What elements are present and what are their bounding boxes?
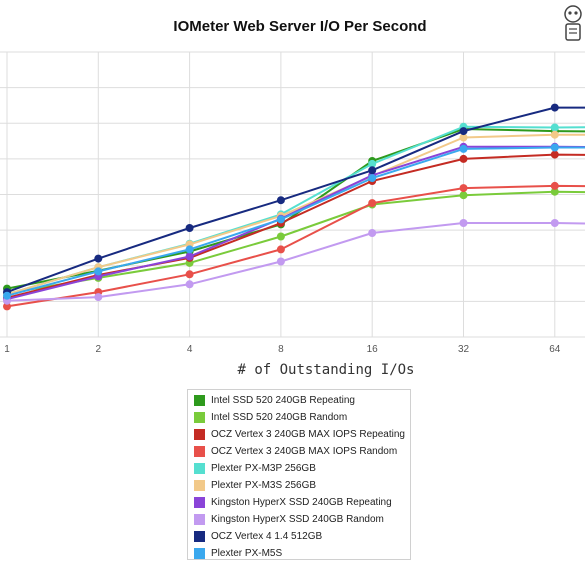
data-point[interactable] xyxy=(94,254,103,263)
data-point[interactable] xyxy=(3,291,11,300)
series-8 xyxy=(3,103,585,297)
series-3 xyxy=(3,181,585,311)
series-9 xyxy=(3,143,585,300)
series-line xyxy=(6,153,585,299)
legend: Intel SSD 520 240GB Repeating Intel SSD 5… xyxy=(187,389,411,560)
legend-label: OCZ Vertex 3 240GB MAX IOPS Random xyxy=(211,446,398,457)
data-point[interactable] xyxy=(185,280,194,289)
legend-item[interactable]: OCZ Vertex 3 240GB MAX IOPS Random xyxy=(194,443,410,460)
data-point[interactable] xyxy=(459,154,468,163)
x-tick-label: 1 xyxy=(4,344,10,355)
data-point[interactable] xyxy=(185,252,194,261)
legend-item[interactable]: Kingston HyperX SSD 240GB Repeating xyxy=(194,494,410,511)
series-line xyxy=(6,190,585,295)
data-point[interactable] xyxy=(550,219,559,227)
data-point[interactable] xyxy=(368,166,377,175)
data-point[interactable] xyxy=(94,267,103,276)
data-point[interactable] xyxy=(459,133,468,142)
data-point[interactable] xyxy=(550,123,559,132)
legend-item[interactable]: Plexter PX-M5S xyxy=(194,545,410,562)
series-layer xyxy=(3,103,585,311)
series-line xyxy=(6,222,585,302)
data-point[interactable] xyxy=(550,103,559,112)
data-point[interactable] xyxy=(459,127,468,136)
legend-label: OCZ Vertex 3 240GB MAX IOPS Repeating xyxy=(211,429,405,440)
data-point[interactable] xyxy=(368,229,377,237)
legend-item[interactable]: OCZ Vertex 3 240GB MAX IOPS Repeating xyxy=(194,426,410,443)
legend-label: Kingston HyperX SSD 240GB Random xyxy=(211,514,384,525)
legend-label: Kingston HyperX SSD 240GB Repeating xyxy=(211,497,392,508)
data-point[interactable] xyxy=(276,196,285,205)
site-logo-icon xyxy=(564,5,582,41)
legend-swatch xyxy=(194,395,205,406)
series-line xyxy=(6,106,585,294)
legend-label: Plexter PX-M3S 256GB xyxy=(211,480,317,491)
legend-swatch xyxy=(194,514,205,525)
x-tick-label: 2 xyxy=(96,344,102,355)
legend-swatch xyxy=(194,463,205,474)
data-point[interactable] xyxy=(185,245,194,254)
legend-swatch xyxy=(194,548,205,559)
legend-label: Intel SSD 520 240GB Random xyxy=(211,412,348,423)
data-point[interactable] xyxy=(459,191,468,200)
data-point[interactable] xyxy=(368,159,377,168)
x-axis-label: # of Outstanding I/Os xyxy=(237,362,414,378)
data-point[interactable] xyxy=(276,257,285,266)
series-line xyxy=(6,184,585,308)
legend-label: Intel SSD 520 240GB Repeating xyxy=(211,395,355,406)
x-tick-label: 32 xyxy=(458,344,470,355)
x-tick-label: 64 xyxy=(549,344,561,355)
series-line xyxy=(6,146,585,297)
data-point[interactable] xyxy=(185,270,194,279)
data-point[interactable] xyxy=(459,184,468,193)
data-point[interactable] xyxy=(550,181,559,190)
data-point[interactable] xyxy=(459,144,468,153)
legend-swatch xyxy=(194,480,205,491)
chart-title: IOMeter Web Server I/O Per Second xyxy=(173,18,427,35)
legend-item[interactable]: Intel SSD 520 240GB Random xyxy=(194,409,410,426)
legend-swatch xyxy=(194,412,205,423)
x-tick-label: 16 xyxy=(367,344,379,355)
data-point[interactable] xyxy=(276,245,285,254)
data-point[interactable] xyxy=(550,130,559,139)
data-point[interactable] xyxy=(3,302,11,311)
data-point[interactable] xyxy=(185,224,194,232)
data-point[interactable] xyxy=(368,199,377,208)
legend-item[interactable]: Plexter PX-M3S 256GB xyxy=(194,477,410,494)
legend-item[interactable]: Kingston HyperX SSD 240GB Random xyxy=(194,511,410,528)
legend-label: Plexter PX-M3P 256GB xyxy=(211,463,316,474)
legend-swatch xyxy=(194,531,205,542)
legend-swatch xyxy=(194,429,205,440)
series-0 xyxy=(3,125,585,293)
legend-label: Plexter PX-M5S xyxy=(211,548,283,559)
data-point[interactable] xyxy=(550,187,559,196)
data-point[interactable] xyxy=(550,143,559,152)
data-point[interactable] xyxy=(550,150,559,159)
x-tick-label: 4 xyxy=(187,344,193,355)
legend-item[interactable]: Intel SSD 520 240GB Repeating xyxy=(194,392,410,409)
data-point[interactable] xyxy=(459,219,468,227)
legend-label: OCZ Vertex 4 1.4 512GB xyxy=(211,531,323,542)
data-point[interactable] xyxy=(276,215,285,224)
legend-item[interactable]: Plexter PX-M3P 256GB xyxy=(194,460,410,477)
data-point[interactable] xyxy=(94,293,103,302)
legend-swatch xyxy=(194,497,205,508)
legend-item[interactable]: OCZ Vertex 4 1.4 512GB xyxy=(194,528,410,545)
x-tick-label: 8 xyxy=(278,344,284,355)
data-point[interactable] xyxy=(276,232,285,241)
data-point[interactable] xyxy=(368,174,377,183)
legend-swatch xyxy=(194,446,205,457)
x-tick-labels: 1 2 4 8 16 32 64 xyxy=(4,344,561,355)
